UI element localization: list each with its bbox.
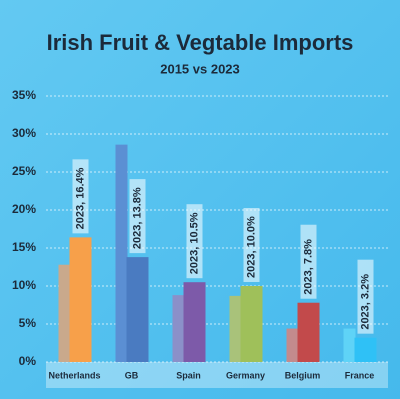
y-tick-label: 10% [12, 278, 36, 292]
value-label-bg [186, 204, 203, 279]
value-label: 2023, 10.0% [245, 216, 257, 278]
y-tick-label: 20% [12, 202, 36, 216]
y-tick-label: 30% [12, 126, 36, 140]
bar [69, 237, 92, 362]
value-label: 2023, 10.5% [188, 212, 200, 274]
bar [297, 302, 320, 362]
bar [126, 257, 149, 362]
value-label-bg [243, 208, 260, 282]
value-label: 2023, 13.8% [131, 187, 143, 249]
x-tick-label: Germany [226, 370, 265, 380]
y-tick-label: 15% [12, 240, 36, 254]
bar [286, 328, 299, 362]
value-label: 2023, 3.2% [359, 274, 371, 330]
bar [354, 337, 377, 362]
value-label-bg [357, 259, 374, 334]
bar [115, 144, 128, 362]
y-tick-label: 35% [12, 88, 36, 102]
bar [58, 264, 71, 362]
x-tick-label: France [345, 370, 375, 380]
value-label-bg [72, 159, 89, 234]
chart-subtitle: 2015 vs 2023 [160, 61, 240, 76]
chart-title: Irish Fruit & Vegtable Imports [47, 30, 354, 55]
y-tick-label: 25% [12, 164, 36, 178]
bar [183, 282, 206, 362]
value-label: 2023, 7.8% [302, 239, 314, 295]
axis-strip [46, 362, 388, 388]
value-label-bg [300, 224, 317, 299]
x-tick-label: Belgium [285, 370, 321, 380]
x-tick-label: Netherlands [48, 370, 100, 380]
bar [172, 295, 185, 362]
y-tick-label: 5% [19, 316, 37, 330]
x-tick-label: GB [125, 370, 139, 380]
y-tick-label: 0% [19, 354, 37, 368]
x-tick-label: Spain [176, 370, 201, 380]
bar [229, 295, 242, 362]
bar [343, 328, 356, 362]
value-label-bg [129, 179, 146, 254]
value-label: 2023, 16.4% [74, 167, 86, 229]
bar [240, 286, 263, 362]
